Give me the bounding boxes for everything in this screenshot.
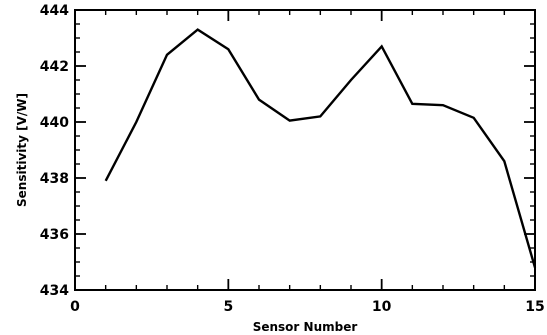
y-tick-label: 436 [40, 227, 69, 243]
y-tick-label: 438 [40, 171, 69, 187]
y-axis-title: Sensitivity [V/W] [15, 93, 29, 207]
x-tick-label: 10 [372, 299, 392, 315]
plot-frame [74, 9, 536, 291]
y-tick-labels: 434 436 438 440 442 444 [40, 3, 69, 299]
x-axis-title: Sensor Number [253, 320, 358, 334]
x-tick-label: 0 [70, 299, 80, 315]
y-tick-label: 440 [40, 115, 69, 131]
y-tick-label: 442 [40, 59, 69, 75]
series-line [104, 28, 537, 268]
x-tick-label: 5 [223, 299, 233, 315]
minor-ticks [75, 10, 535, 290]
x-tick-label: 15 [525, 299, 544, 315]
y-tick-label: 434 [40, 283, 69, 299]
major-ticks [74, 9, 536, 291]
y-tick-label: 444 [40, 3, 69, 19]
x-tick-labels: 0 5 10 15 [70, 299, 545, 315]
